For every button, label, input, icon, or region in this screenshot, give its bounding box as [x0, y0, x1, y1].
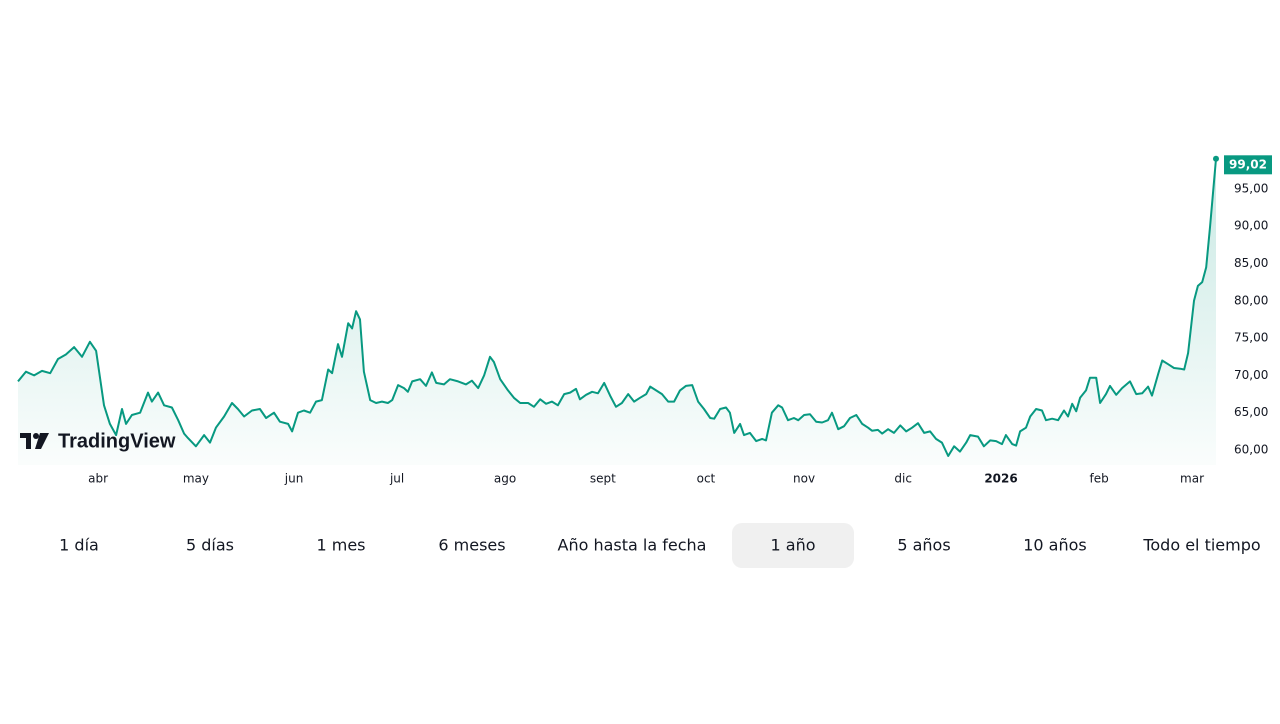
- x-tick-label: dic: [894, 472, 912, 486]
- range-button[interactable]: 6 meses: [438, 536, 505, 555]
- price-line: [17, 158, 1217, 457]
- x-tick-label: abr: [88, 472, 108, 486]
- range-button[interactable]: Todo el tiempo: [1142, 536, 1260, 555]
- range-button[interactable]: 1 mes: [316, 536, 365, 555]
- x-tick-label: nov: [793, 472, 815, 486]
- range-button[interactable]: 5 días: [186, 536, 234, 555]
- x-tick-label: jun: [284, 472, 304, 486]
- last-point: [1213, 155, 1219, 162]
- x-tick-label: jul: [389, 472, 404, 486]
- plot: 60,00 65,00 70,00 75,00 80,00 85,00 90,00 95,00…: [17, 155, 1272, 486]
- x-tick-label: ago: [494, 472, 516, 486]
- y-tick-label: 70,00: [1234, 368, 1268, 382]
- y-tick-label: 85,00: [1234, 256, 1268, 270]
- area: [18, 158, 1216, 466]
- range-button[interactable]: 1 año: [771, 536, 816, 555]
- range-button[interactable]: Año hasta la fecha: [558, 536, 707, 555]
- logo-text: TradingView: [58, 430, 176, 452]
- y-tick-label: 60,00: [1234, 443, 1268, 457]
- range-button[interactable]: 1 día: [59, 536, 99, 555]
- logo: TradingView: [20, 430, 176, 452]
- logo-icon: [35, 433, 49, 449]
- x-tick-label: sept: [590, 472, 616, 486]
- price-badge: [1224, 155, 1272, 175]
- x-tick-label: 2026: [984, 472, 1017, 486]
- y-tick-label: 90,00: [1234, 219, 1268, 233]
- y-tick-label: 95,00: [1234, 181, 1268, 195]
- price-badge-label: 99,02: [1229, 157, 1267, 171]
- x-tick-label: feb: [1090, 472, 1109, 486]
- range-bar: 1 día 5 días 1 mes 6 meses Año hasta la fech…: [59, 523, 1261, 568]
- logo-icon: [20, 433, 31, 449]
- range-button[interactable]: 10 años: [1023, 536, 1087, 555]
- y-tick-label: 75,00: [1234, 331, 1268, 345]
- x-tick-label: oct: [697, 472, 716, 486]
- x-tick-label: mar: [1180, 472, 1204, 486]
- range-selected-bg: [732, 523, 854, 568]
- y-tick-label: 65,00: [1234, 405, 1268, 419]
- x-tick-label: may: [183, 472, 209, 486]
- logo-icon: [33, 433, 39, 439]
- y-tick-label: 80,00: [1234, 293, 1268, 307]
- range-button[interactable]: 5 años: [897, 536, 950, 555]
